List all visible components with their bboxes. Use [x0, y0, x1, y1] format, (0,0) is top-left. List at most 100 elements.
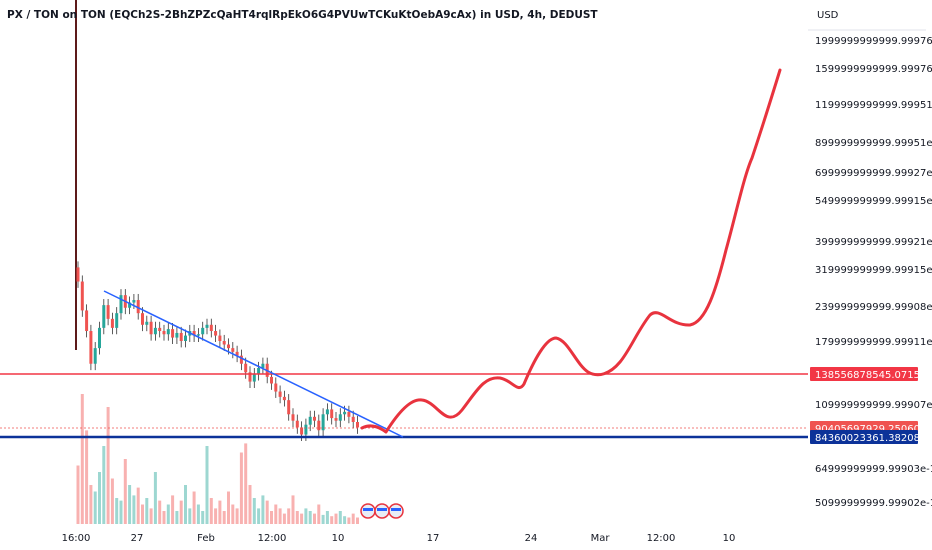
- candle-body: [89, 331, 93, 364]
- candle-body: [214, 331, 218, 336]
- candle-body: [261, 363, 265, 368]
- volume-bar: [171, 495, 175, 524]
- volume-bar: [347, 517, 351, 524]
- candle-body: [343, 411, 347, 415]
- price-tick-label: 319999999999.99915e-12: [815, 265, 932, 276]
- candle-body: [274, 383, 278, 392]
- candle-body: [196, 334, 200, 336]
- current-price-tag-label: 90405697929.25060e-12: [815, 424, 932, 435]
- candle-body: [270, 376, 273, 384]
- price-tick-label: 1199999999999.99951e-12: [815, 100, 932, 111]
- time-tick-label: 10: [332, 533, 345, 544]
- volume-bar: [252, 498, 256, 524]
- time-tick-label: 12:00: [647, 533, 676, 544]
- volume-bar: [123, 459, 127, 524]
- volume-bar: [287, 508, 291, 524]
- price-tick-label: 239999999999.99908e-12: [815, 302, 932, 313]
- volume-bar: [188, 508, 192, 524]
- volume-bar: [162, 511, 166, 524]
- volume-bar: [317, 504, 321, 524]
- volume-bar: [291, 495, 295, 524]
- volume-bar: [205, 446, 209, 524]
- descending-trendline[interactable]: [103, 290, 404, 438]
- volume-bar: [270, 511, 273, 524]
- candle-body: [257, 367, 261, 375]
- candle-body: [145, 321, 149, 325]
- volume-bar: [295, 511, 299, 524]
- currency-label[interactable]: USD: [817, 10, 839, 21]
- event-flags[interactable]: [360, 503, 404, 519]
- candle-body: [119, 295, 123, 314]
- volume-bar: [128, 485, 132, 524]
- candle-body: [282, 396, 286, 401]
- volume-bar: [330, 516, 334, 524]
- time-tick-label: Feb: [197, 533, 215, 544]
- volume-bar: [282, 513, 286, 524]
- volume-bar: [80, 394, 84, 524]
- time-axis[interactable]: 16:00 27 Feb 12:00 10 17 24 Mar 12:00 10: [62, 533, 736, 544]
- volume-bar: [196, 504, 200, 524]
- volume-bar: [248, 485, 252, 524]
- candle-body: [351, 416, 355, 423]
- volume-bar: [110, 478, 114, 524]
- price-axis[interactable]: 1999999999999.99976e-12 1599999999999.999…: [815, 36, 932, 509]
- volume-bar: [351, 513, 355, 524]
- resistance-price-tag-label: 138556878545.07150e-12: [815, 370, 932, 381]
- chart-title: PX / TON on TON (EQCh2S-2BhZPZcQaHT4rqlR…: [7, 9, 598, 21]
- candle-body: [209, 324, 213, 332]
- candle-body: [93, 348, 97, 364]
- price-tick-label: 899999999999.99951e-12: [815, 138, 932, 149]
- candle-body: [184, 335, 187, 341]
- candle-body: [76, 267, 80, 282]
- volume-bar: [325, 511, 329, 524]
- candle-body: [330, 409, 334, 419]
- candle-body: [338, 414, 342, 421]
- volume-bar: [119, 500, 123, 524]
- candle-body: [136, 300, 140, 314]
- volume-bar: [115, 498, 119, 524]
- flag-stripe: [377, 508, 387, 511]
- volume-bar: [98, 472, 101, 524]
- candle-body: [356, 422, 359, 428]
- volume-bar: [261, 495, 265, 524]
- candle-body: [300, 427, 304, 435]
- candle-body: [252, 374, 256, 382]
- candle-body: [347, 411, 351, 417]
- candle-body: [171, 329, 175, 338]
- candle-body: [102, 305, 106, 328]
- volume-bar: [179, 500, 183, 524]
- projection-path[interactable]: [360, 68, 782, 434]
- volume-bar: [89, 485, 93, 524]
- candle-body: [295, 420, 299, 428]
- volume-bar: [141, 504, 144, 524]
- candle-body: [248, 372, 252, 382]
- candle-body: [132, 300, 136, 303]
- candle-body: [149, 321, 153, 335]
- support-price-tag-label: 84360023361.38208e-12: [815, 433, 932, 444]
- resistance-price-tag: [810, 367, 918, 381]
- candle-body: [304, 424, 308, 435]
- price-tick-label: 549999999999.99915e-12: [815, 196, 932, 207]
- volume-bar: [132, 495, 136, 524]
- candle-body: [98, 327, 101, 349]
- flag-stripe: [363, 508, 373, 511]
- price-tags: 138556878545.07150e-12 90405697929.25060e…: [810, 367, 932, 444]
- candle-body: [205, 324, 209, 328]
- candle-body: [227, 344, 230, 349]
- volume-bar: [209, 498, 213, 524]
- volume-bar: [244, 443, 248, 524]
- volume-bar: [214, 508, 218, 524]
- candle-body: [158, 327, 162, 332]
- volume-bar: [149, 508, 153, 524]
- volume-bars: [76, 394, 359, 524]
- volume-bar: [145, 498, 149, 524]
- volume-bar: [192, 491, 196, 524]
- volume-bar: [278, 508, 282, 524]
- candle-body: [179, 332, 183, 341]
- candle-body: [85, 310, 89, 332]
- candle-body: [192, 331, 196, 336]
- volume-bar: [102, 446, 106, 524]
- candle-body: [128, 302, 132, 308]
- price-tick-label: 1999999999999.99976e-12: [815, 36, 932, 47]
